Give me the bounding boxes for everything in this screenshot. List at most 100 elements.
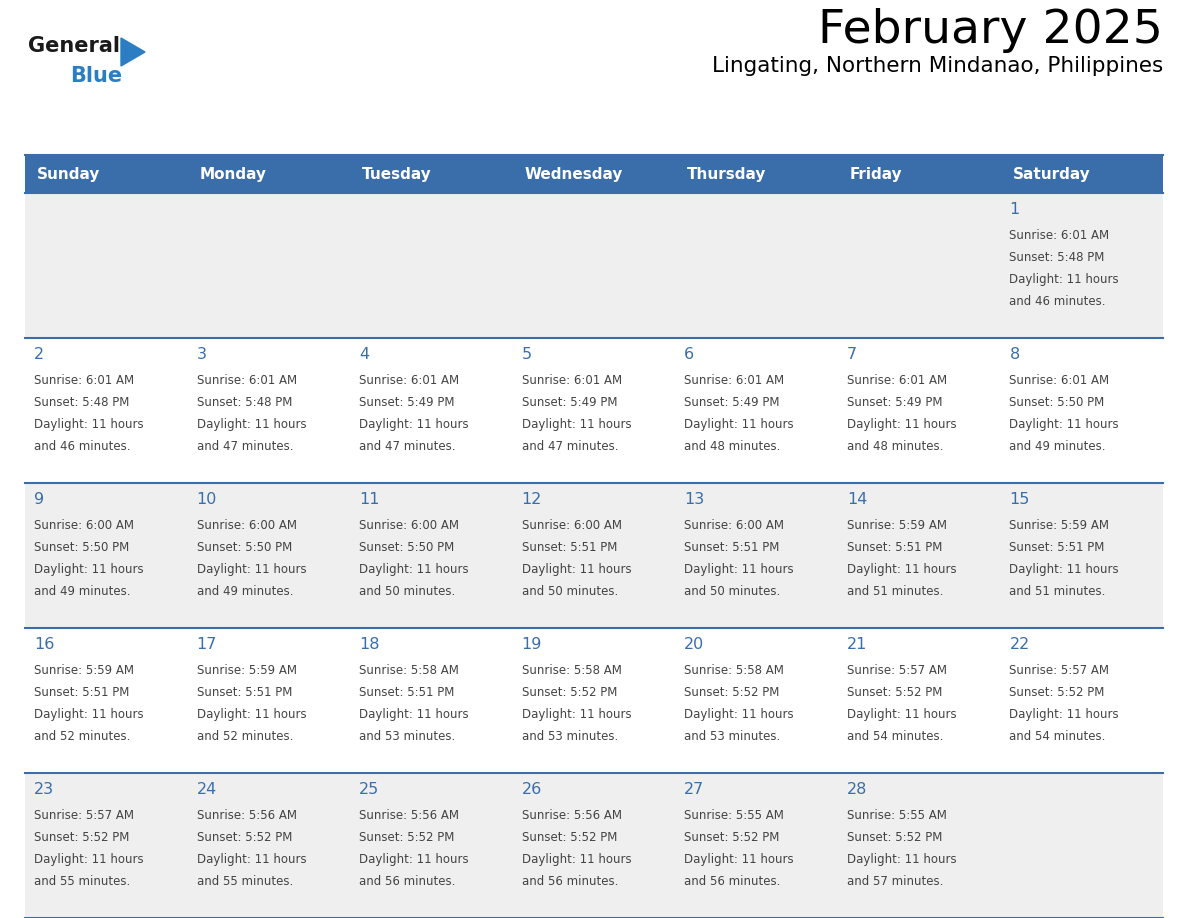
- Text: General: General: [29, 36, 120, 56]
- Text: February 2025: February 2025: [819, 8, 1163, 53]
- Text: and 53 minutes.: and 53 minutes.: [359, 730, 455, 743]
- Text: Sunrise: 6:00 AM: Sunrise: 6:00 AM: [359, 519, 459, 532]
- Text: 7: 7: [847, 347, 857, 362]
- Text: and 56 minutes.: and 56 minutes.: [359, 875, 455, 888]
- Text: 4: 4: [359, 347, 369, 362]
- Text: Daylight: 11 hours: Daylight: 11 hours: [1010, 273, 1119, 286]
- Text: Sunset: 5:52 PM: Sunset: 5:52 PM: [34, 831, 129, 844]
- Text: Daylight: 11 hours: Daylight: 11 hours: [359, 418, 469, 431]
- Text: Sunrise: 6:00 AM: Sunrise: 6:00 AM: [34, 519, 134, 532]
- Text: Sunset: 5:52 PM: Sunset: 5:52 PM: [684, 831, 779, 844]
- Bar: [25, 338, 188, 483]
- Text: Daylight: 11 hours: Daylight: 11 hours: [522, 563, 631, 576]
- Text: 19: 19: [522, 637, 542, 652]
- Text: 17: 17: [196, 637, 217, 652]
- Text: Sunset: 5:52 PM: Sunset: 5:52 PM: [359, 831, 455, 844]
- Bar: [350, 155, 513, 193]
- Bar: [188, 628, 350, 773]
- Text: Sunrise: 5:57 AM: Sunrise: 5:57 AM: [34, 809, 134, 822]
- Text: Sunset: 5:51 PM: Sunset: 5:51 PM: [522, 541, 617, 554]
- Text: Sunset: 5:48 PM: Sunset: 5:48 PM: [34, 396, 129, 409]
- Text: and 51 minutes.: and 51 minutes.: [847, 585, 943, 598]
- Text: Sunset: 5:51 PM: Sunset: 5:51 PM: [847, 541, 942, 554]
- Text: Sunrise: 6:01 AM: Sunrise: 6:01 AM: [684, 374, 784, 387]
- Bar: [513, 193, 675, 338]
- Text: Sunrise: 5:57 AM: Sunrise: 5:57 AM: [847, 664, 947, 677]
- Text: and 52 minutes.: and 52 minutes.: [34, 730, 131, 743]
- Text: and 47 minutes.: and 47 minutes.: [359, 440, 456, 453]
- Text: 16: 16: [34, 637, 55, 652]
- Text: 2: 2: [34, 347, 44, 362]
- Text: Sunset: 5:48 PM: Sunset: 5:48 PM: [1010, 251, 1105, 264]
- Text: Daylight: 11 hours: Daylight: 11 hours: [34, 418, 144, 431]
- Text: and 57 minutes.: and 57 minutes.: [847, 875, 943, 888]
- Bar: [513, 628, 675, 773]
- Text: Daylight: 11 hours: Daylight: 11 hours: [1010, 563, 1119, 576]
- Text: Sunrise: 5:56 AM: Sunrise: 5:56 AM: [359, 809, 459, 822]
- Text: Sunrise: 5:58 AM: Sunrise: 5:58 AM: [359, 664, 459, 677]
- Text: Sunrise: 6:01 AM: Sunrise: 6:01 AM: [522, 374, 621, 387]
- Text: Daylight: 11 hours: Daylight: 11 hours: [684, 563, 794, 576]
- Bar: [25, 773, 188, 918]
- Text: Sunrise: 6:01 AM: Sunrise: 6:01 AM: [359, 374, 460, 387]
- Text: Daylight: 11 hours: Daylight: 11 hours: [522, 418, 631, 431]
- Bar: [1000, 773, 1163, 918]
- Text: Friday: Friday: [849, 166, 903, 182]
- Text: Sunrise: 5:58 AM: Sunrise: 5:58 AM: [684, 664, 784, 677]
- Text: Sunrise: 5:56 AM: Sunrise: 5:56 AM: [522, 809, 621, 822]
- Text: Sunrise: 6:01 AM: Sunrise: 6:01 AM: [1010, 374, 1110, 387]
- Bar: [675, 193, 838, 338]
- Text: Sunset: 5:49 PM: Sunset: 5:49 PM: [684, 396, 779, 409]
- Text: Daylight: 11 hours: Daylight: 11 hours: [34, 708, 144, 721]
- Text: Tuesday: Tuesday: [362, 166, 432, 182]
- Text: Sunset: 5:52 PM: Sunset: 5:52 PM: [684, 686, 779, 699]
- Text: Sunset: 5:52 PM: Sunset: 5:52 PM: [1010, 686, 1105, 699]
- Text: Sunset: 5:52 PM: Sunset: 5:52 PM: [196, 831, 292, 844]
- Text: and 50 minutes.: and 50 minutes.: [522, 585, 618, 598]
- Text: and 49 minutes.: and 49 minutes.: [34, 585, 131, 598]
- Bar: [838, 155, 1000, 193]
- Text: Sunset: 5:51 PM: Sunset: 5:51 PM: [34, 686, 129, 699]
- Text: Sunset: 5:51 PM: Sunset: 5:51 PM: [684, 541, 779, 554]
- Text: Wednesday: Wednesday: [525, 166, 623, 182]
- Text: 1: 1: [1010, 202, 1019, 217]
- Text: Sunrise: 5:56 AM: Sunrise: 5:56 AM: [196, 809, 297, 822]
- Text: Sunrise: 5:59 AM: Sunrise: 5:59 AM: [196, 664, 297, 677]
- Bar: [1000, 483, 1163, 628]
- Bar: [25, 193, 188, 338]
- Text: 13: 13: [684, 492, 704, 507]
- Text: and 47 minutes.: and 47 minutes.: [196, 440, 293, 453]
- Polygon shape: [121, 38, 145, 66]
- Text: 24: 24: [196, 782, 217, 797]
- Text: Sunrise: 6:00 AM: Sunrise: 6:00 AM: [522, 519, 621, 532]
- Bar: [1000, 338, 1163, 483]
- Text: Daylight: 11 hours: Daylight: 11 hours: [359, 563, 469, 576]
- Text: 21: 21: [847, 637, 867, 652]
- Text: and 55 minutes.: and 55 minutes.: [196, 875, 292, 888]
- Text: Sunset: 5:52 PM: Sunset: 5:52 PM: [847, 686, 942, 699]
- Text: Sunrise: 5:59 AM: Sunrise: 5:59 AM: [1010, 519, 1110, 532]
- Text: and 46 minutes.: and 46 minutes.: [34, 440, 131, 453]
- Text: Sunset: 5:50 PM: Sunset: 5:50 PM: [359, 541, 454, 554]
- Text: Daylight: 11 hours: Daylight: 11 hours: [196, 418, 307, 431]
- Text: and 46 minutes.: and 46 minutes.: [1010, 295, 1106, 308]
- Bar: [838, 338, 1000, 483]
- Text: 9: 9: [34, 492, 44, 507]
- Text: Sunset: 5:49 PM: Sunset: 5:49 PM: [522, 396, 618, 409]
- Text: Daylight: 11 hours: Daylight: 11 hours: [359, 708, 469, 721]
- Text: 5: 5: [522, 347, 532, 362]
- Bar: [513, 483, 675, 628]
- Bar: [350, 338, 513, 483]
- Bar: [188, 483, 350, 628]
- Text: and 51 minutes.: and 51 minutes.: [1010, 585, 1106, 598]
- Bar: [513, 338, 675, 483]
- Text: Sunday: Sunday: [37, 166, 100, 182]
- Text: Daylight: 11 hours: Daylight: 11 hours: [847, 708, 956, 721]
- Text: Sunset: 5:50 PM: Sunset: 5:50 PM: [196, 541, 292, 554]
- Bar: [838, 483, 1000, 628]
- Bar: [188, 338, 350, 483]
- Text: 23: 23: [34, 782, 55, 797]
- Text: Sunrise: 5:55 AM: Sunrise: 5:55 AM: [847, 809, 947, 822]
- Text: Sunrise: 6:01 AM: Sunrise: 6:01 AM: [1010, 229, 1110, 242]
- Text: 26: 26: [522, 782, 542, 797]
